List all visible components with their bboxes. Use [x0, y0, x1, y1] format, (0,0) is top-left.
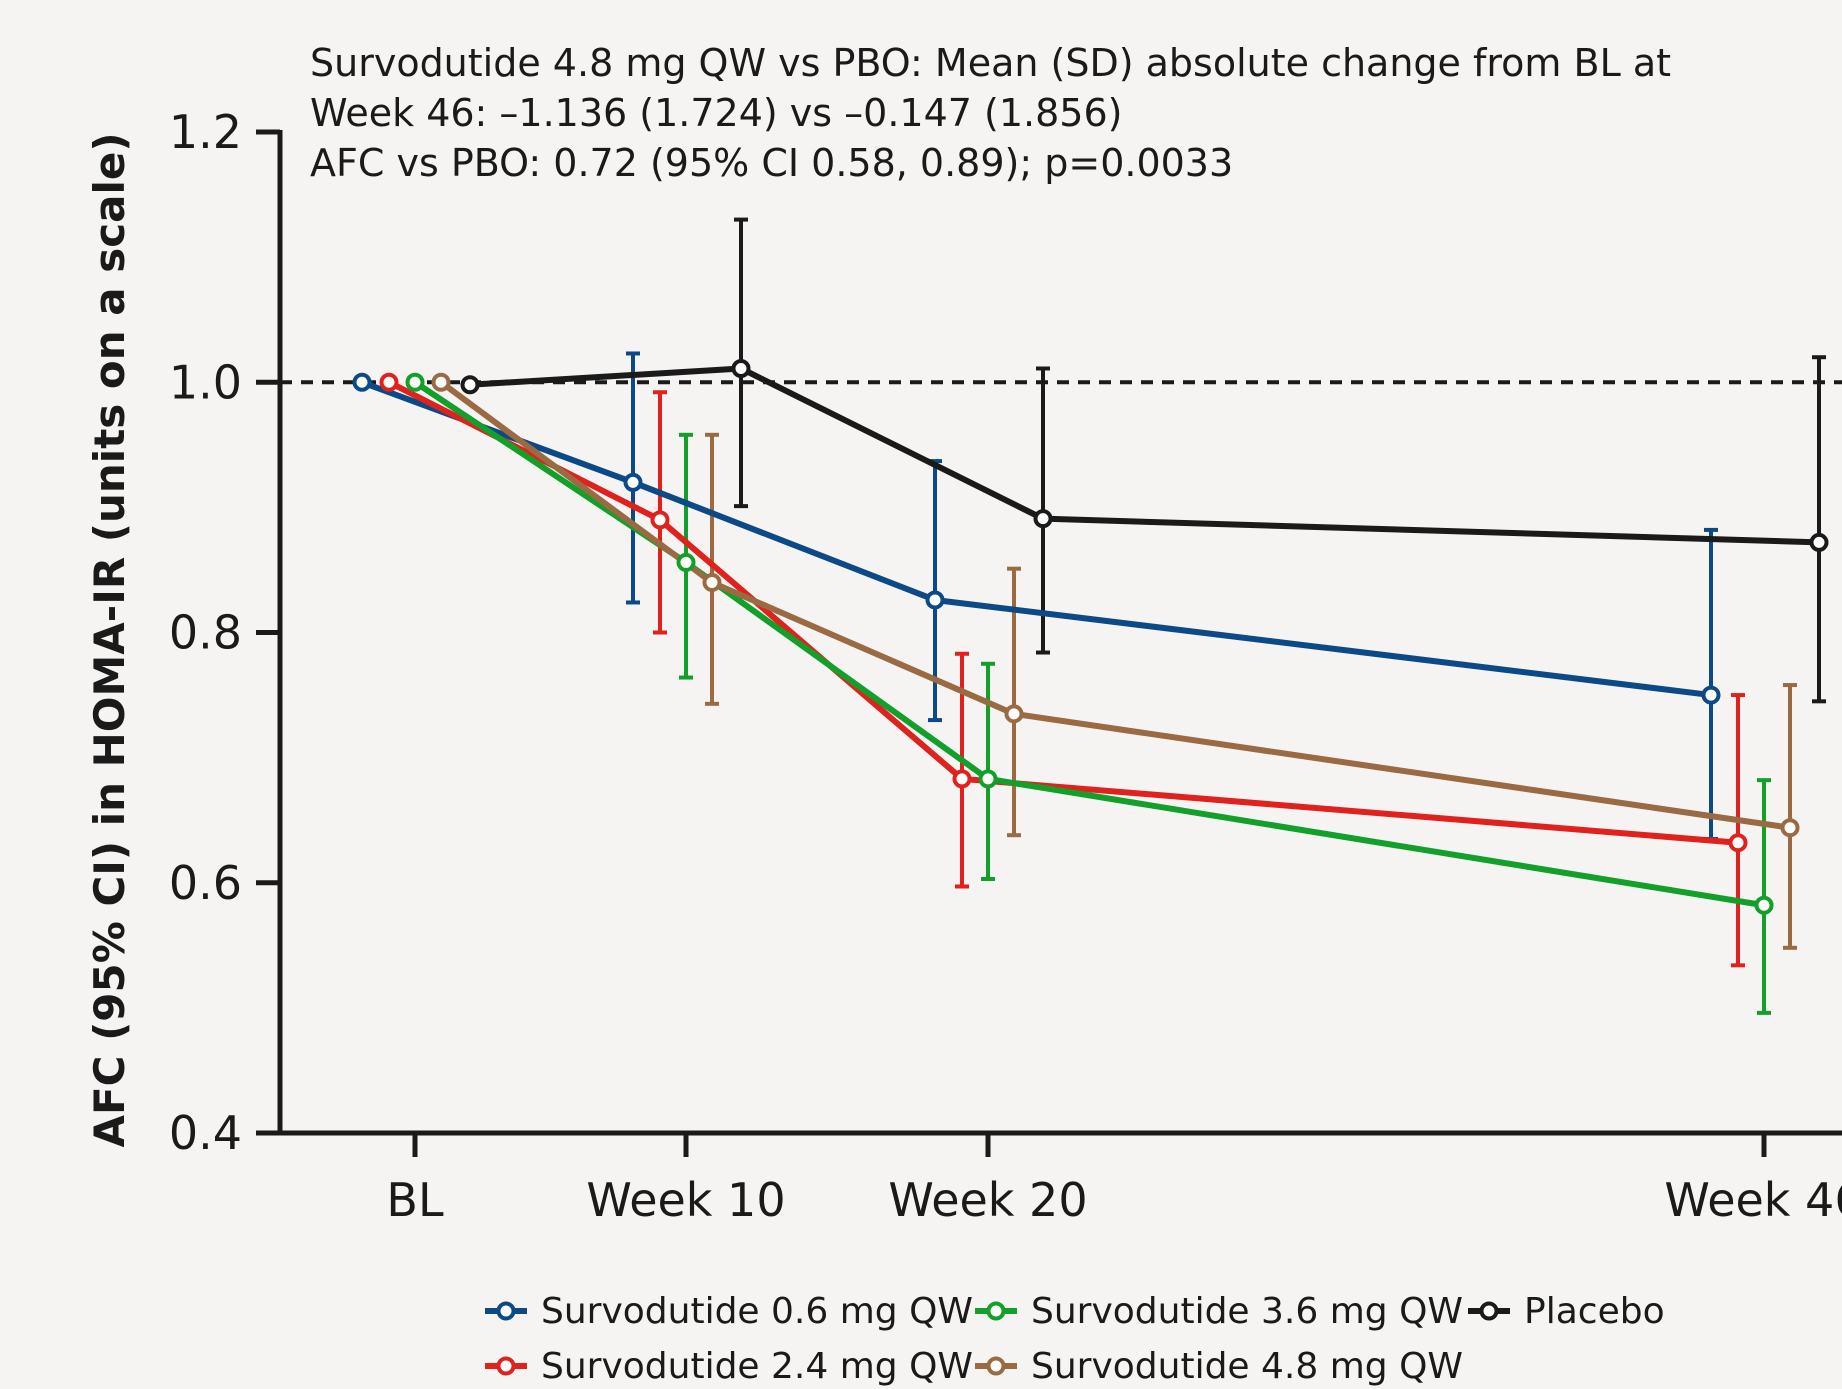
legend-label: Survodutide 0.6 mg QW	[541, 1291, 973, 1332]
series-lines	[360, 365, 1820, 909]
data-point	[1754, 895, 1774, 915]
legend-swatch-marker	[986, 1356, 1006, 1376]
y-tick-label: 1.0	[169, 355, 242, 409]
data-point	[623, 472, 643, 492]
legend-label: Survodutide 3.6 mg QW	[1031, 1291, 1463, 1332]
data-point	[978, 769, 998, 789]
data-point	[952, 769, 972, 789]
data-point	[650, 510, 670, 530]
legend-swatch-marker	[496, 1301, 516, 1321]
x-tick-label: Week 20	[888, 1173, 1087, 1227]
data-point	[1033, 509, 1053, 529]
data-point	[379, 372, 399, 392]
series-line	[439, 379, 1791, 831]
legend-label: Survodutide 2.4 mg QW	[541, 1346, 973, 1387]
data-point	[676, 552, 696, 572]
legend-swatch-marker	[1479, 1301, 1499, 1321]
series-line	[387, 379, 1739, 846]
legend-swatch-marker	[986, 1301, 1006, 1321]
data-point	[925, 590, 945, 610]
data-point	[1004, 704, 1024, 724]
data-point	[405, 372, 425, 392]
data-point	[702, 572, 722, 592]
y-axis-label: AFC (95% CI) in HOMA-IR (units on a scal…	[85, 132, 134, 1147]
legend: Survodutide 0.6 mg QW Survodutide 2.4 mg …	[485, 1291, 1665, 1387]
y-tick-label: 0.6	[169, 856, 242, 910]
legend-swatch-marker	[496, 1356, 516, 1376]
data-point	[1780, 818, 1800, 838]
data-point	[1701, 685, 1721, 705]
data-point	[460, 375, 480, 395]
x-tick-label: Week 10	[586, 1173, 785, 1227]
y-tick-label: 0.8	[169, 606, 242, 660]
x-tick-label: BL	[386, 1173, 444, 1227]
annotation-line-1: Survodutide 4.8 mg QW vs PBO: Mean (SD) …	[310, 41, 1671, 85]
series-line	[469, 365, 1820, 546]
y-tick-label: 1.2	[169, 105, 242, 159]
legend-label: Placebo	[1524, 1291, 1665, 1332]
chart-annotation: Survodutide 4.8 mg QW vs PBO: Mean (SD) …	[310, 41, 1671, 185]
data-point	[1728, 833, 1748, 853]
annotation-line-3: AFC vs PBO: 0.72 (95% CI 0.58, 0.89); p=…	[310, 141, 1233, 185]
error-bars	[626, 217, 1826, 1015]
legend-label: Survodutide 4.8 mg QW	[1031, 1346, 1463, 1387]
data-point	[731, 358, 751, 378]
annotation-line-2: Week 46: –1.136 (1.724) vs –0.147 (1.856…	[310, 91, 1122, 135]
data-point	[1809, 532, 1829, 552]
data-point	[352, 372, 372, 392]
series-line	[360, 379, 1712, 699]
data-points	[352, 358, 1829, 915]
y-tick-label: 0.4	[169, 1106, 242, 1160]
series-line	[413, 379, 1765, 909]
axes: 0.4 0.6 0.8 1.0 1.2 BL Week 10 Week 20 Week 46	[169, 105, 1842, 1227]
x-tick-label: Week 46	[1664, 1173, 1842, 1227]
data-point	[431, 372, 451, 392]
